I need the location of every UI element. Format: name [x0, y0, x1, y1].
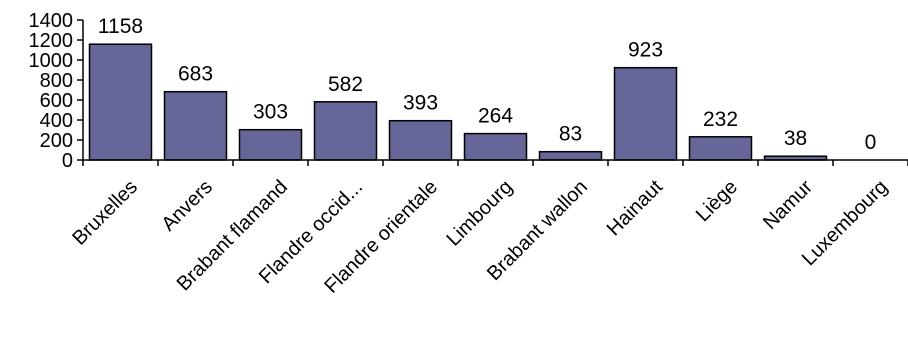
bar-1: [163, 90, 228, 161]
bar-6: [538, 150, 603, 161]
data-label-8: 232: [703, 108, 738, 131]
y-tick-label-3: 600: [40, 90, 73, 112]
y-tick-label-4: 800: [40, 70, 73, 92]
x-tick-label-0: Bruxelles: [68, 176, 142, 250]
data-label-9: 38: [784, 127, 807, 150]
data-label-2: 303: [253, 101, 288, 124]
bar-8: [688, 136, 753, 161]
bar-4: [388, 119, 453, 161]
x-tick-label-1: Anvers: [157, 176, 217, 236]
bar-7: [613, 66, 678, 161]
data-label-4: 393: [403, 92, 438, 115]
bars-group: [88, 43, 828, 161]
data-label-7: 923: [628, 39, 663, 62]
bar-2: [238, 128, 303, 161]
y-tick-label-1: 200: [40, 130, 73, 152]
y-tick-label-6: 1200: [29, 30, 74, 52]
bar-5: [463, 132, 528, 161]
bar-0: [88, 43, 153, 161]
y-tick-label-7: 1400: [29, 10, 74, 32]
data-label-3: 582: [328, 73, 363, 96]
x-tick-label-9: Namur: [759, 176, 817, 234]
y-tick-label-5: 1000: [29, 50, 74, 72]
axes-group: [77, 19, 908, 166]
x-tick-label-8: Liège: [692, 176, 742, 226]
y-tick-label-0: 0: [62, 150, 73, 172]
data-label-0: 1158: [98, 15, 143, 38]
x-tick-label-7: Hainaut: [603, 176, 668, 241]
data-label-1: 683: [178, 63, 213, 86]
data-label-10: 0: [865, 131, 877, 154]
data-label-5: 264: [478, 105, 513, 128]
data-label-6: 83: [559, 123, 582, 146]
y-tick-label-2: 400: [40, 110, 73, 132]
bar-3: [313, 101, 378, 161]
x-tick-label-5: Limbourg: [443, 176, 518, 251]
